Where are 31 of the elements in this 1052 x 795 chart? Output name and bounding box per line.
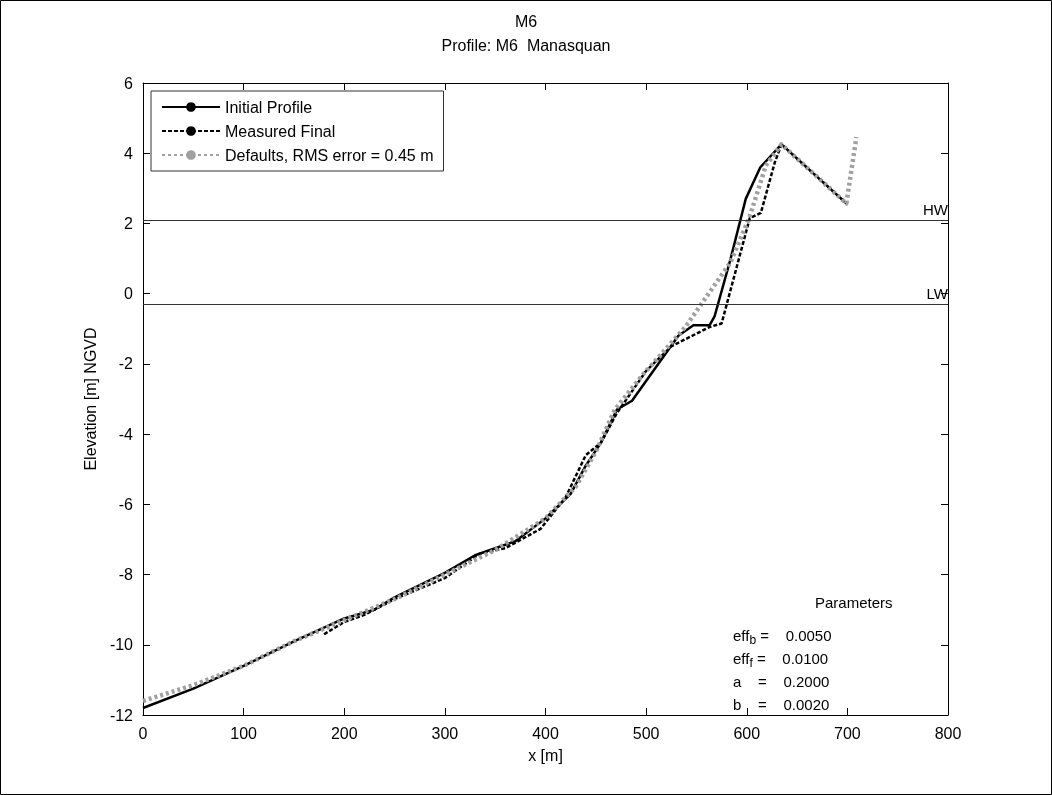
legend-label: Measured Final (225, 122, 336, 140)
legend-label: Initial Profile (225, 98, 313, 116)
x-tick-label: 200 (330, 724, 358, 742)
y-tick-label: -12 (109, 706, 134, 724)
y-axis-title: Elevation [m] NGVD (81, 327, 99, 471)
x-tick-label: 0 (138, 724, 148, 742)
ref-line-label: LW (926, 285, 949, 303)
y-tick-label: 0 (124, 285, 134, 303)
x-tick-label: 600 (733, 724, 761, 742)
x-tick-label: 400 (532, 724, 559, 742)
annotation: b = 0.0020 (733, 696, 830, 713)
legend-label: Defaults, RMS error = 0.45 m (225, 146, 434, 164)
x-tick-label: 100 (230, 724, 258, 742)
y-tick-label: -2 (118, 355, 134, 373)
x-tick-label: 500 (632, 724, 660, 742)
y-tick-label: -10 (109, 636, 134, 654)
y-tick-label: 2 (124, 214, 134, 232)
x-tick-label: 300 (431, 724, 459, 742)
chart-title: M6 (514, 12, 538, 30)
x-tick-label: 800 (934, 724, 962, 742)
ref-line-label: HW (923, 200, 949, 218)
y-tick-label: 6 (124, 74, 134, 92)
y-tick-label: -4 (118, 425, 134, 443)
y-tick-label: 4 (124, 144, 134, 162)
annotation: a = 0.2000 (733, 673, 830, 690)
chart-subtitle: Profile: M6 Manasquan (441, 36, 611, 54)
x-axis-title: x [m] (528, 746, 563, 764)
y-tick-label: -8 (118, 566, 134, 584)
x-tick-label: 700 (834, 724, 861, 742)
y-tick-label: -6 (118, 495, 134, 513)
annotation: Parameters (815, 594, 893, 611)
